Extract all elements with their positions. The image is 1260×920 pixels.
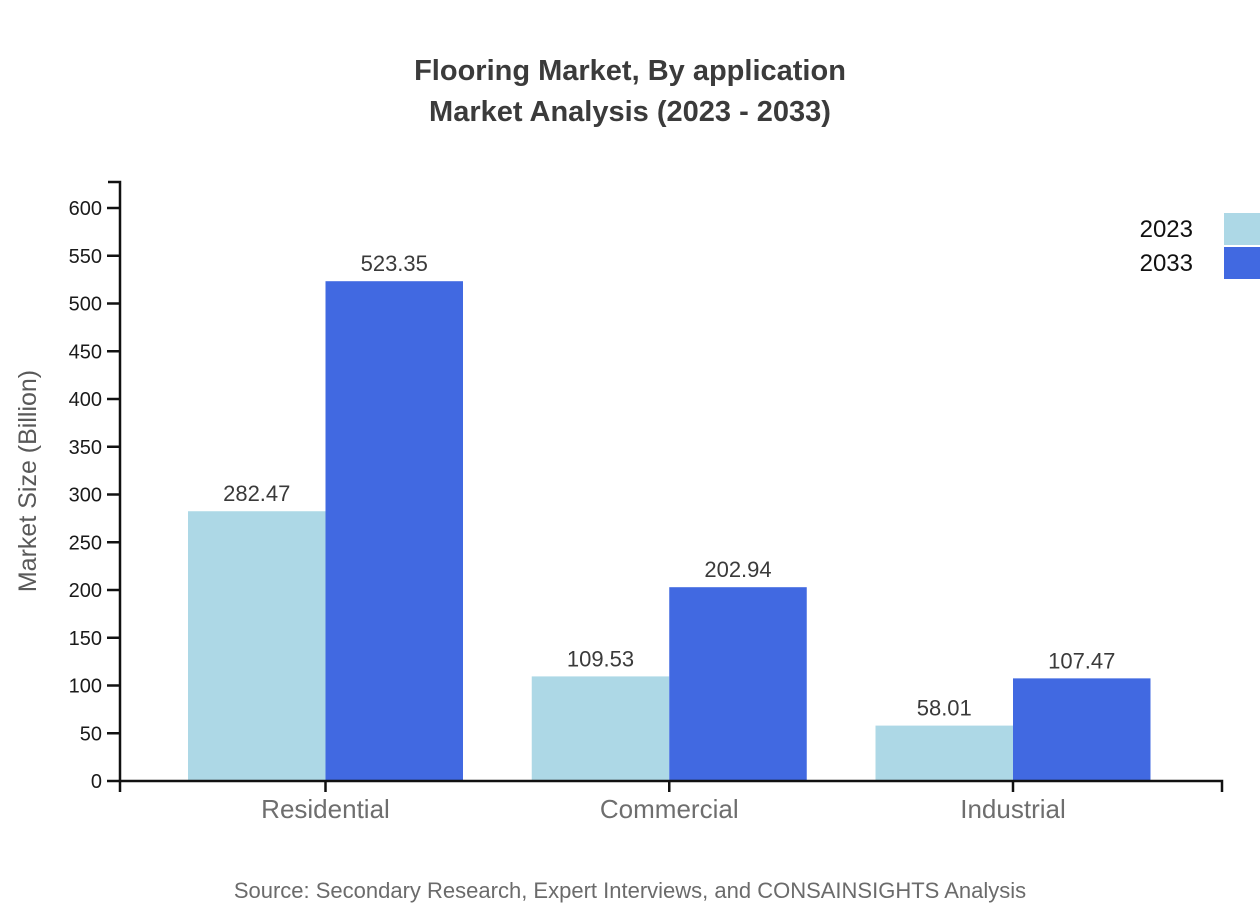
- y-axis-tick-label-450: 450: [69, 341, 102, 363]
- y-axis-line: [108, 180, 122, 781]
- y-axis-title: Market Size (Billion): [14, 370, 42, 592]
- y-axis-tick-label-200: 200: [69, 580, 102, 602]
- y-axis-tick-label-550: 550: [69, 246, 102, 268]
- chart-title: Flooring Market, By application Market A…: [0, 51, 1260, 133]
- y-axis-tick-label-350: 350: [69, 437, 102, 459]
- chart-title-line-2: Market Analysis (2023 - 2033): [429, 96, 831, 128]
- bar-residential-2023: [188, 511, 326, 781]
- bar-commercial-2023: [531, 676, 670, 781]
- bar-industrial-2033: [1013, 678, 1151, 781]
- y-axis-tick-label-400: 400: [69, 389, 102, 411]
- x-category-label-industrial: Industrial: [960, 794, 1066, 824]
- y-axis-tick-label-500: 500: [69, 294, 102, 316]
- bar-value-label-commercial-2023: 109.53: [567, 646, 634, 671]
- bar-value-label-residential-2023: 282.47: [223, 481, 290, 506]
- bar-residential-2033: [325, 281, 463, 781]
- legend-label-2033: 2033: [1140, 250, 1193, 277]
- legend-swatch-2023: [1224, 213, 1260, 245]
- y-axis-tick-label-250: 250: [69, 532, 102, 554]
- x-axis-line: [118, 779, 1224, 792]
- y-axis-tick-label-300: 300: [69, 485, 102, 507]
- y-axis-tick-label-600: 600: [69, 198, 102, 220]
- bar-industrial-2023: [875, 725, 1013, 781]
- y-axis-tick-label-100: 100: [69, 676, 102, 698]
- bar-value-label-industrial-2023: 58.01: [917, 696, 972, 721]
- source-note: Source: Secondary Research, Expert Inter…: [233, 878, 1027, 903]
- bar-value-label-industrial-2033: 107.47: [1048, 648, 1115, 673]
- x-category-label-residential: Residential: [261, 794, 390, 824]
- bar-value-label-residential-2033: 523.35: [361, 251, 428, 276]
- y-axis-tick-label-150: 150: [69, 628, 102, 650]
- y-axis-tick-label-50: 50: [80, 723, 102, 745]
- y-axis-tick-label-0: 0: [91, 771, 102, 793]
- bar-commercial-2033: [669, 587, 807, 781]
- chart-title-line-1: Flooring Market, By application: [414, 55, 846, 87]
- bar-value-label-commercial-2033: 202.94: [704, 557, 771, 582]
- legend-swatch-2033: [1224, 247, 1260, 279]
- x-category-label-commercial: Commercial: [600, 794, 739, 824]
- legend-label-2023: 2023: [1140, 216, 1193, 243]
